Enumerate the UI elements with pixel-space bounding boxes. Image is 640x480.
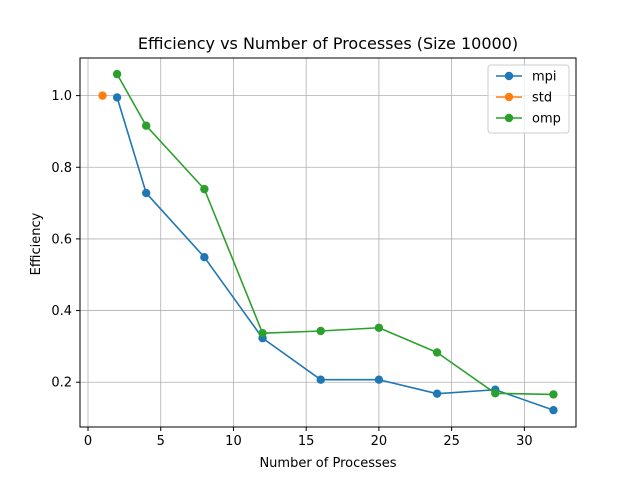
- x-tick-label: 30: [516, 434, 533, 449]
- y-tick-label: 1.0: [51, 89, 72, 104]
- series-omp: [112, 69, 558, 399]
- data-point-mpi: [112, 93, 122, 102]
- legend: mpi std omp: [487, 64, 570, 134]
- data-point-mpi: [316, 375, 325, 384]
- data-point-mpi: [432, 389, 442, 398]
- series-layer: [98, 69, 558, 415]
- y-tick-label: 0.6: [51, 232, 72, 247]
- legend-label: std: [532, 91, 552, 106]
- x-tick-label: 0: [84, 434, 92, 449]
- x-tick-label: 10: [225, 434, 242, 449]
- data-point-omp: [374, 323, 384, 332]
- data-point-omp: [141, 121, 151, 130]
- data-point-omp: [200, 184, 209, 194]
- y-axis-label: Efficiency: [29, 212, 44, 275]
- y-tick-label: 0.4: [51, 304, 72, 319]
- legend-swatch-marker: [504, 71, 514, 81]
- data-point-omp: [432, 348, 442, 357]
- axis-ticks: 0 5 10 15 20 25 30 0.2 0.4 0.6 0.8 1.0: [51, 89, 532, 449]
- data-point-omp: [491, 389, 500, 398]
- legend-item-omp: omp: [496, 112, 561, 127]
- grid-lines: [80, 58, 576, 427]
- legend-label: mpi: [532, 70, 557, 85]
- data-point-mpi: [374, 375, 384, 384]
- legend-item-mpi: mpi: [496, 70, 557, 85]
- plot-frame: [79, 57, 577, 428]
- y-tick-label: 0.8: [51, 161, 72, 176]
- series-line-mpi: [116, 97, 554, 411]
- series-mpi: [112, 93, 558, 415]
- data-point-std: [98, 91, 107, 100]
- legend-item-std: std: [496, 91, 552, 106]
- legend-swatch-marker: [504, 113, 514, 123]
- x-tick-label: 15: [298, 434, 315, 449]
- data-point-omp: [112, 69, 122, 79]
- data-point-omp: [549, 390, 558, 399]
- legend-swatch-marker: [504, 92, 514, 102]
- data-point-mpi: [549, 405, 558, 415]
- x-axis-label: Number of Processes: [259, 456, 396, 471]
- y-tick-label: 0.2: [51, 376, 72, 391]
- data-point-omp: [258, 328, 267, 338]
- series-std: [98, 91, 107, 100]
- data-point-mpi: [200, 252, 209, 262]
- x-tick-label: 20: [371, 434, 388, 449]
- data-point-mpi: [141, 188, 151, 198]
- chart-title: Efficiency vs Number of Processes (Size …: [138, 34, 518, 53]
- legend-label: omp: [532, 112, 561, 127]
- x-tick-label: 25: [443, 434, 460, 449]
- x-tick-label: 5: [157, 434, 165, 449]
- data-point-omp: [316, 326, 325, 336]
